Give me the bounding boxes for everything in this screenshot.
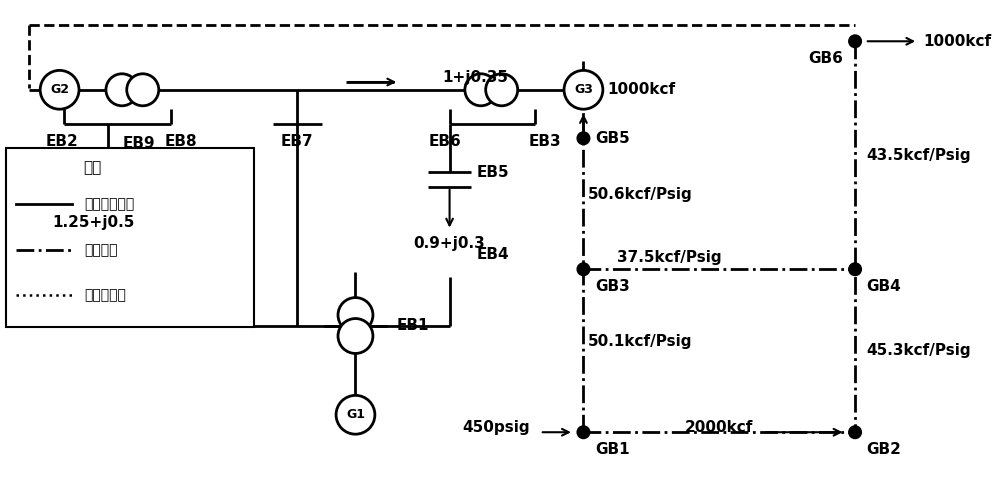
- Circle shape: [336, 395, 375, 434]
- Text: GB6: GB6: [809, 51, 843, 66]
- Text: 45.3kcf/Psig: 45.3kcf/Psig: [867, 343, 971, 358]
- Text: 天然气流量: 天然气流量: [84, 289, 126, 302]
- Text: 1.25+j0.5: 1.25+j0.5: [52, 215, 135, 230]
- Circle shape: [465, 74, 497, 106]
- Text: G3: G3: [574, 83, 593, 96]
- Text: GB5: GB5: [595, 131, 630, 146]
- Text: 0.9+j0.3: 0.9+j0.3: [414, 236, 485, 250]
- Text: 1000kcf: 1000kcf: [923, 34, 991, 49]
- Circle shape: [106, 74, 138, 106]
- Circle shape: [577, 426, 590, 439]
- Text: EB4: EB4: [477, 247, 509, 262]
- Text: 煤气管道: 煤气管道: [84, 243, 117, 257]
- Text: GB2: GB2: [867, 442, 902, 457]
- Circle shape: [338, 297, 373, 333]
- Circle shape: [849, 426, 861, 439]
- Circle shape: [577, 132, 590, 145]
- Text: 37.5kcf/Psig: 37.5kcf/Psig: [617, 250, 722, 265]
- Text: EB2: EB2: [45, 134, 78, 148]
- Text: GB3: GB3: [595, 279, 630, 294]
- Circle shape: [40, 71, 79, 109]
- Text: EB1: EB1: [396, 318, 429, 333]
- Text: 50.6kcf/Psig: 50.6kcf/Psig: [588, 187, 693, 201]
- Text: GB4: GB4: [867, 279, 901, 294]
- Circle shape: [486, 74, 518, 106]
- Circle shape: [564, 71, 603, 109]
- Text: GB1: GB1: [595, 442, 630, 457]
- Text: EB9: EB9: [123, 136, 155, 150]
- Text: 2000kcf: 2000kcf: [685, 420, 753, 435]
- Text: G2: G2: [50, 83, 69, 96]
- Circle shape: [338, 318, 373, 353]
- Text: 50.1kcf/Psig: 50.1kcf/Psig: [588, 334, 693, 348]
- Text: EB3: EB3: [528, 134, 561, 148]
- Text: EB8: EB8: [165, 134, 197, 148]
- Text: 图例: 图例: [84, 160, 102, 175]
- Text: 450psig: 450psig: [462, 420, 530, 435]
- Bar: [6, 148, 254, 327]
- Text: EB7: EB7: [281, 134, 314, 148]
- Text: 43.5kcf/Psig: 43.5kcf/Psig: [867, 148, 971, 163]
- Text: G1: G1: [346, 408, 365, 421]
- Text: 电网等值电路: 电网等值电路: [84, 197, 134, 211]
- Text: EB5: EB5: [477, 165, 509, 180]
- Text: 1+j0.35: 1+j0.35: [443, 70, 509, 85]
- Circle shape: [849, 263, 861, 275]
- Text: EB6: EB6: [428, 134, 461, 148]
- Circle shape: [127, 74, 159, 106]
- Text: 1000kcf: 1000kcf: [608, 82, 676, 98]
- Circle shape: [849, 35, 861, 48]
- Circle shape: [577, 263, 590, 275]
